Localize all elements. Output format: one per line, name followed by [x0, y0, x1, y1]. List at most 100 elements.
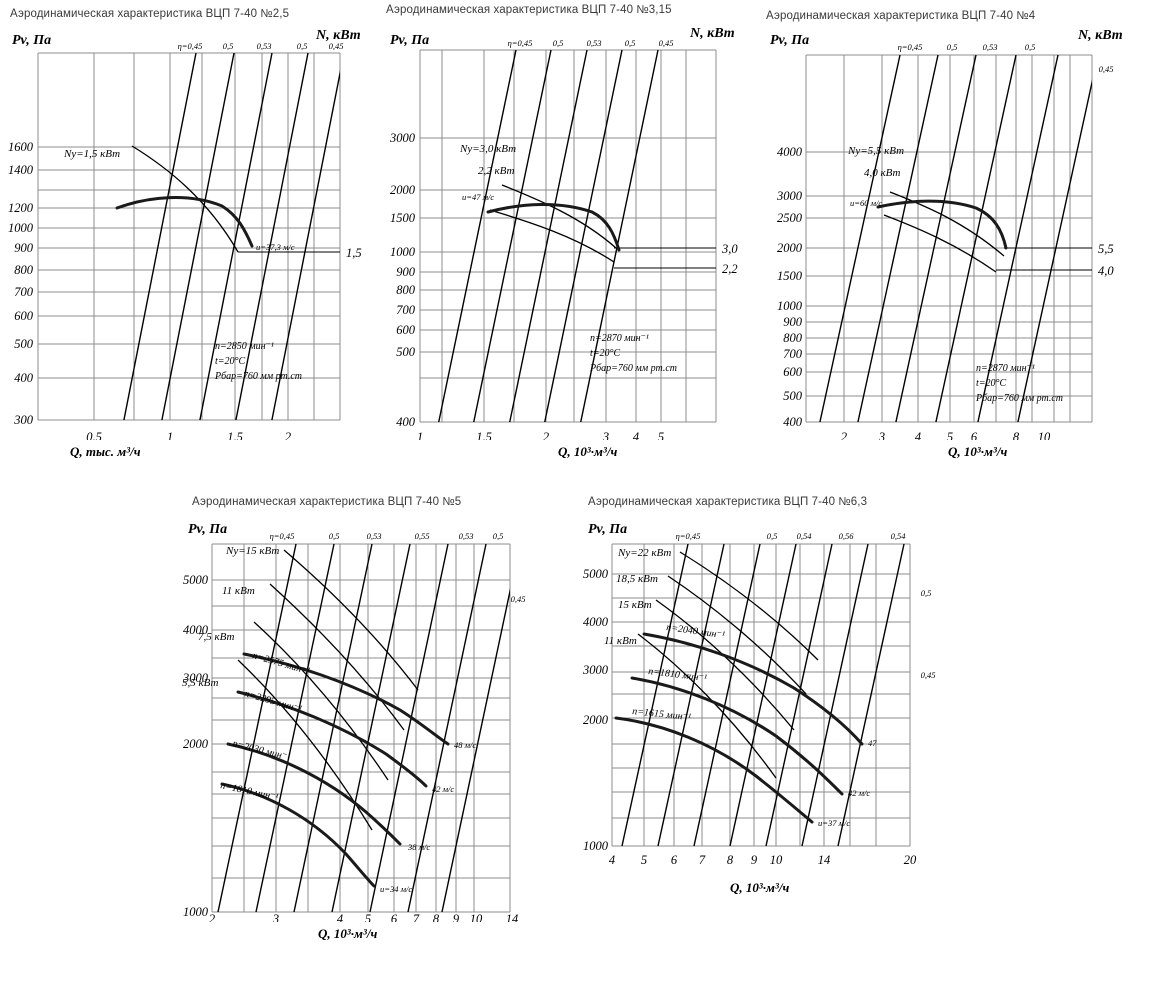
svg-text:n=2870 мин⁻¹: n=2870 мин⁻¹: [590, 333, 649, 344]
svg-text:n=2030 мин⁻¹: n=2030 мин⁻¹: [231, 738, 291, 763]
svg-text:2000: 2000: [183, 737, 209, 751]
svg-text:6: 6: [971, 430, 978, 440]
svg-text:6: 6: [391, 912, 398, 922]
svg-text:0,5: 0,5: [767, 531, 778, 541]
efficiency-labels: η=0,45 0,5 0,53 0,55 0,53 0,5 0,45: [270, 531, 526, 604]
operating-curve: [876, 199, 1008, 250]
svg-text:u=34 м/с: u=34 м/с: [380, 884, 412, 894]
right-power-label-2-2: 2,2: [722, 262, 738, 276]
svg-text:1600: 1600: [8, 140, 34, 154]
svg-text:0,45: 0,45: [1099, 64, 1114, 74]
svg-text:500: 500: [14, 337, 34, 351]
svg-text:0,5: 0,5: [297, 41, 308, 51]
svg-text:t=20°C: t=20°C: [590, 348, 621, 359]
svg-text:400: 400: [396, 415, 416, 429]
chart-block-no4: Аэродинамическая характеристика ВЦП 7-40…: [758, 0, 1152, 470]
svg-text:0,55: 0,55: [415, 531, 430, 541]
svg-text:2000: 2000: [390, 183, 416, 197]
svg-text:11 кВт: 11 кВт: [222, 585, 255, 597]
svg-text:800: 800: [14, 263, 34, 277]
grid-horizontal: [806, 54, 1092, 423]
svg-text:14: 14: [506, 912, 519, 922]
x-tick-labels: 2 3 4 5 6 7 8 9 10 14: [209, 912, 518, 922]
svg-text:1,5: 1,5: [476, 430, 492, 440]
svg-text:1000: 1000: [777, 299, 803, 313]
svg-text:10: 10: [770, 853, 783, 867]
annotation-conditions: n=2870 мин⁻¹ t=20°C Pбар=760 мм рт.ст: [975, 363, 1063, 404]
y-tick-labels: 5000 4000 3000 2000 1000: [582, 567, 609, 853]
svg-text:t=20°C: t=20°C: [976, 378, 1007, 389]
svg-text:0,5: 0,5: [625, 38, 636, 48]
svg-text:2500: 2500: [777, 211, 803, 225]
svg-text:400: 400: [783, 415, 803, 429]
power-curve-5-5kw: [889, 191, 1005, 257]
svg-text:0,5: 0,5: [493, 531, 504, 541]
svg-text:10: 10: [1038, 430, 1051, 440]
y-tick-labels: 5000 4000 3000 2000 1000: [182, 573, 209, 919]
power-curve-4-0kw: [883, 214, 997, 273]
svg-text:3000: 3000: [389, 131, 416, 145]
svg-text:1500: 1500: [777, 269, 803, 283]
svg-text:18,5 кВт: 18,5 кВт: [616, 573, 658, 585]
corner-power-caption: N, кВт: [1078, 28, 1123, 43]
annotation-power-labels: Ny=15 кВт 11 кВт 7,5 кВт 5,5 кВт: [182, 545, 279, 689]
svg-text:η=0,45: η=0,45: [178, 41, 203, 51]
svg-text:0,54: 0,54: [891, 531, 907, 541]
grid-vertical: [37, 53, 341, 420]
svg-text:0,53: 0,53: [983, 42, 998, 52]
svg-text:5: 5: [947, 430, 953, 440]
svg-text:1400: 1400: [8, 163, 34, 177]
right-power-label-3-0: 3,0: [721, 242, 738, 256]
svg-text:n=2295 мин⁻¹: n=2295 мин⁻¹: [243, 688, 303, 715]
svg-text:7: 7: [699, 853, 706, 867]
svg-text:11 кВт: 11 кВт: [604, 635, 637, 647]
svg-text:1000: 1000: [583, 839, 609, 853]
chart-canvas-no6-3: 5000 4000 3000 2000 1000 4 5 6 7 8 9 10 …: [582, 531, 935, 867]
chart-title: Аэродинамическая характеристика ВЦП 7-40…: [192, 496, 462, 508]
svg-text:500: 500: [783, 389, 803, 403]
y-axis-caption: Pv, Па: [188, 522, 228, 537]
right-power-label-1-5: 1,5: [346, 246, 362, 260]
svg-text:900: 900: [14, 241, 34, 255]
annotation-power-label: Ny=1,5 кВт: [63, 148, 120, 160]
x-axis-caption: Q, тыс. м³/ч: [70, 444, 141, 459]
svg-text:1,5: 1,5: [227, 430, 243, 440]
svg-text:0,53: 0,53: [459, 531, 474, 541]
svg-text:0,53: 0,53: [257, 41, 272, 51]
svg-text:7,5 кВт: 7,5 кВт: [198, 631, 234, 643]
annotation-power-label-1: Ny=3,0 кВт: [459, 143, 516, 155]
svg-text:2000: 2000: [777, 241, 803, 255]
annotation-conditions: n=2850 мин⁻¹ t=20°C Pбар=760 мм рт.ст: [214, 341, 302, 382]
svg-text:2: 2: [543, 430, 549, 440]
svg-text:2: 2: [209, 912, 215, 922]
svg-text:20: 20: [904, 853, 917, 867]
efficiency-rays: [438, 50, 659, 422]
svg-text:η=0,45: η=0,45: [270, 531, 295, 541]
svg-text:9: 9: [751, 853, 758, 867]
svg-text:47: 47: [868, 738, 877, 748]
svg-text:9: 9: [453, 912, 460, 922]
grid-vertical: [211, 544, 511, 912]
svg-text:4: 4: [915, 430, 921, 440]
svg-text:900: 900: [783, 315, 803, 329]
chart-title: Аэродинамическая характеристика ВЦП 7-40…: [588, 496, 868, 508]
svg-text:8: 8: [1013, 430, 1020, 440]
svg-text:600: 600: [396, 323, 416, 337]
chart-canvas-no2-5: 1600 1400 1200 1000 900 800 700 600 500 …: [8, 41, 362, 440]
svg-text:4000: 4000: [583, 615, 609, 629]
rpm-curves: [614, 632, 864, 824]
x-tick-labels: 2 3 4 5 6 8 10: [841, 430, 1051, 440]
annotation-speed-label: u=47 м/с: [462, 192, 494, 202]
svg-text:n=2040 мин⁻¹: n=2040 мин⁻¹: [666, 622, 726, 641]
svg-text:Pбар=760 мм рт.ст: Pбар=760 мм рт.ст: [214, 371, 302, 382]
x-axis-caption: Q, 10³·м³/ч: [318, 926, 378, 941]
efficiency-rays: [217, 544, 510, 912]
svg-text:5000: 5000: [583, 567, 609, 581]
svg-text:1000: 1000: [8, 221, 34, 235]
chart-block-no3-15: Аэродинамическая характеристика ВЦП 7-40…: [378, 0, 760, 470]
svg-text:Ny=15 кВт: Ny=15 кВт: [225, 545, 279, 557]
annotation-rpm-labels: n=2575 мин⁻¹ n=2295 мин⁻¹ n=2030 мин⁻¹ n…: [219, 650, 310, 803]
svg-text:6: 6: [671, 853, 678, 867]
power-curve-2-2kw: [489, 209, 615, 263]
grid-vertical: [805, 55, 1093, 422]
